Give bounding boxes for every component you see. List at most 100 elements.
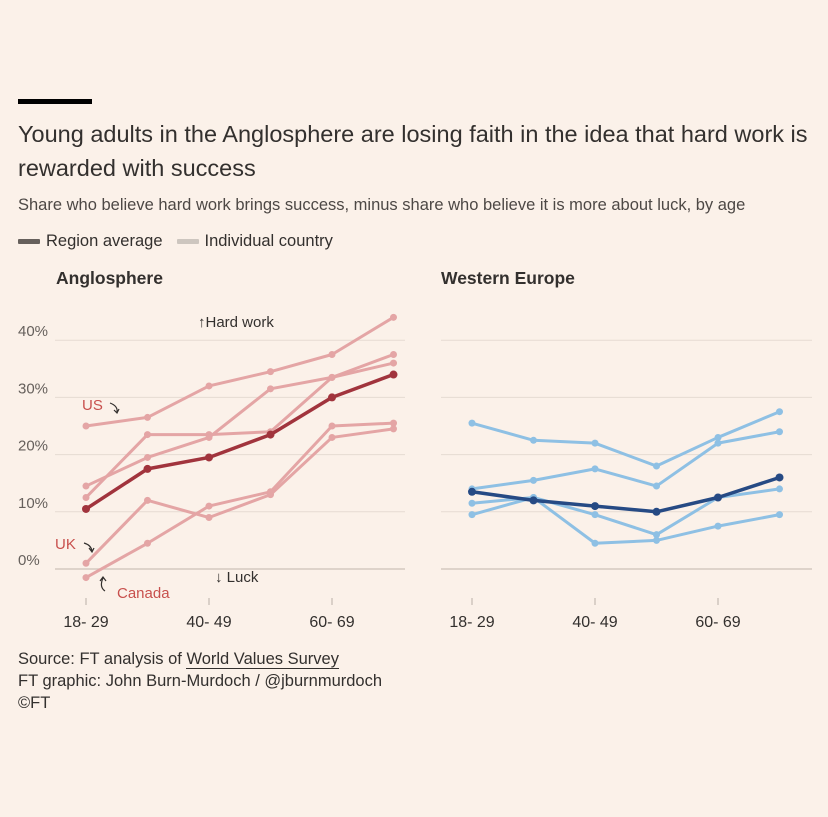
anglosphere-y-tick-label: 30% xyxy=(18,380,48,397)
western-europe-point-country-1 xyxy=(714,433,722,441)
western-europe-point-country-3 xyxy=(776,485,783,493)
western-europe-point-country-2 xyxy=(530,476,537,484)
western-europe-point-region-average xyxy=(468,487,476,496)
anglosphere-point-country-c xyxy=(328,373,336,381)
western-europe-point-country-1 xyxy=(530,436,537,444)
anglosphere-y-tick-label: 20% xyxy=(18,438,48,455)
anglosphere-point-canada xyxy=(205,502,213,510)
chart-title: Young adults in the Anglosphere are losi… xyxy=(18,121,808,181)
anglosphere-point-country-c xyxy=(82,482,90,490)
chart-subtitle: Share who believe hard work brings succe… xyxy=(18,196,746,214)
legend: Region average Individual country xyxy=(18,232,347,251)
anglosphere-point-region-average xyxy=(82,504,90,513)
anglosphere-point-country-c xyxy=(267,385,274,393)
legend-swatch-country xyxy=(176,239,199,244)
western-europe-series-country-2 xyxy=(470,430,781,491)
legend-item-individual-country: Individual country xyxy=(176,232,333,251)
anglosphere-point-canada xyxy=(328,422,336,430)
source-prefix: Source: FT analysis of xyxy=(18,650,187,668)
anglosphere-y-tick-label: 40% xyxy=(18,323,48,340)
western-europe-point-country-2 xyxy=(591,465,599,473)
annotation-hard-work: ↑Hard work xyxy=(198,314,274,331)
western-europe-x-tick-label: 18- 29 xyxy=(449,614,494,631)
anglosphere-point-region-average xyxy=(266,430,275,439)
western-europe-point-country-4 xyxy=(591,539,599,547)
axes: 40% 30% 20% 10% 0% 18- 29 40- 49 60- 69 18- 29 40… xyxy=(18,323,741,631)
anglosphere-point-us xyxy=(205,382,213,390)
series-lines xyxy=(82,313,784,582)
anglosphere-point-canada xyxy=(82,574,90,582)
anglosphere-point-region-average xyxy=(143,464,152,473)
anglosphere-y-tick-label: 0% xyxy=(18,552,40,569)
anglosphere-point-country-d xyxy=(390,425,397,433)
panel-title-western-europe: Western Europe xyxy=(441,268,575,288)
gridlines xyxy=(55,339,812,570)
canada-arrow-icon xyxy=(99,576,107,592)
anglosphere-point-canada xyxy=(267,488,274,496)
anglosphere-series-region-average xyxy=(84,372,396,511)
legend-label-average: Region average xyxy=(46,232,163,250)
anglosphere-point-country-b xyxy=(82,494,90,501)
graphic-credit: FT graphic: John Burn-Murdoch / @jburnmu… xyxy=(18,672,383,690)
legend-item-region-average: Region average xyxy=(18,232,163,251)
us-arrow-icon xyxy=(109,402,120,415)
world-values-survey-link[interactable]: World Values Survey xyxy=(186,650,339,669)
western-europe-point-country-1 xyxy=(468,419,476,427)
anglosphere-point-us xyxy=(267,368,274,376)
western-europe-point-country-1 xyxy=(653,462,660,470)
western-europe-point-region-average xyxy=(529,496,538,505)
anglosphere-series-country-d xyxy=(84,427,395,565)
anglosphere-point-country-c xyxy=(144,453,151,461)
anglosphere-point-country-d xyxy=(144,496,151,504)
western-europe-point-country-1 xyxy=(776,408,783,416)
western-europe-point-region-average xyxy=(714,493,722,502)
anglosphere-point-us xyxy=(390,313,397,321)
source-line: Source: FT analysis of World Values Surv… xyxy=(18,648,382,670)
anglosphere-point-region-average xyxy=(389,370,398,379)
western-europe-series-country-4 xyxy=(470,496,781,545)
anglosphere-point-canada xyxy=(144,539,151,547)
anglosphere-x-tick-label: 60- 69 xyxy=(309,614,354,631)
western-europe-point-region-average xyxy=(591,502,599,511)
anglosphere-point-country-d xyxy=(328,433,336,441)
anglosphere-point-canada xyxy=(390,419,397,427)
western-europe-point-country-3 xyxy=(591,511,599,519)
western-europe-point-country-4 xyxy=(468,511,476,519)
western-europe-point-country-1 xyxy=(591,439,599,447)
anglosphere-point-us xyxy=(328,351,336,358)
anglosphere-y-tick-label: 10% xyxy=(18,495,48,512)
western-europe-point-country-4 xyxy=(653,536,660,544)
western-europe-x-tick-label: 60- 69 xyxy=(695,614,740,631)
anglosphere-point-us xyxy=(144,413,151,421)
anglosphere-series-us xyxy=(84,315,395,428)
footer: Source: FT analysis of World Values Surv… xyxy=(18,648,382,714)
ft-header-rule xyxy=(18,99,92,104)
western-europe-point-country-4 xyxy=(714,522,722,530)
copyright: ©FT xyxy=(18,694,51,712)
western-europe-point-country-4 xyxy=(776,511,783,519)
western-europe-point-region-average xyxy=(652,507,661,516)
western-europe-series-region-average xyxy=(470,475,782,514)
western-europe-point-country-2 xyxy=(776,428,783,436)
uk-arrow-icon xyxy=(83,542,95,554)
anglosphere-series-canada xyxy=(84,421,395,580)
anglosphere-series-country-c xyxy=(84,361,395,488)
anglosphere-point-region-average xyxy=(205,453,213,462)
annotation-luck: ↓ Luck xyxy=(215,569,259,586)
anglosphere-x-tick-label: 40- 49 xyxy=(186,614,231,631)
anglosphere-point-country-b xyxy=(390,351,397,358)
anglosphere-point-country-c xyxy=(390,359,397,367)
anglosphere-point-us xyxy=(82,422,90,430)
anglosphere-point-country-d xyxy=(82,559,90,567)
annotation-us-label: US xyxy=(82,397,103,414)
western-europe-point-region-average xyxy=(775,473,784,482)
western-europe-point-country-3 xyxy=(653,531,660,539)
western-europe-point-country-3 xyxy=(468,499,476,507)
anglosphere-x-tick-label: 18- 29 xyxy=(63,614,108,631)
western-europe-x-tick-label: 40- 49 xyxy=(572,614,617,631)
legend-label-country: Individual country xyxy=(204,232,333,250)
western-europe-point-country-2 xyxy=(653,482,660,490)
annotations: ↑Hard work ↓ Luck US UK Canada xyxy=(55,314,274,602)
western-europe-point-country-2 xyxy=(714,439,722,447)
